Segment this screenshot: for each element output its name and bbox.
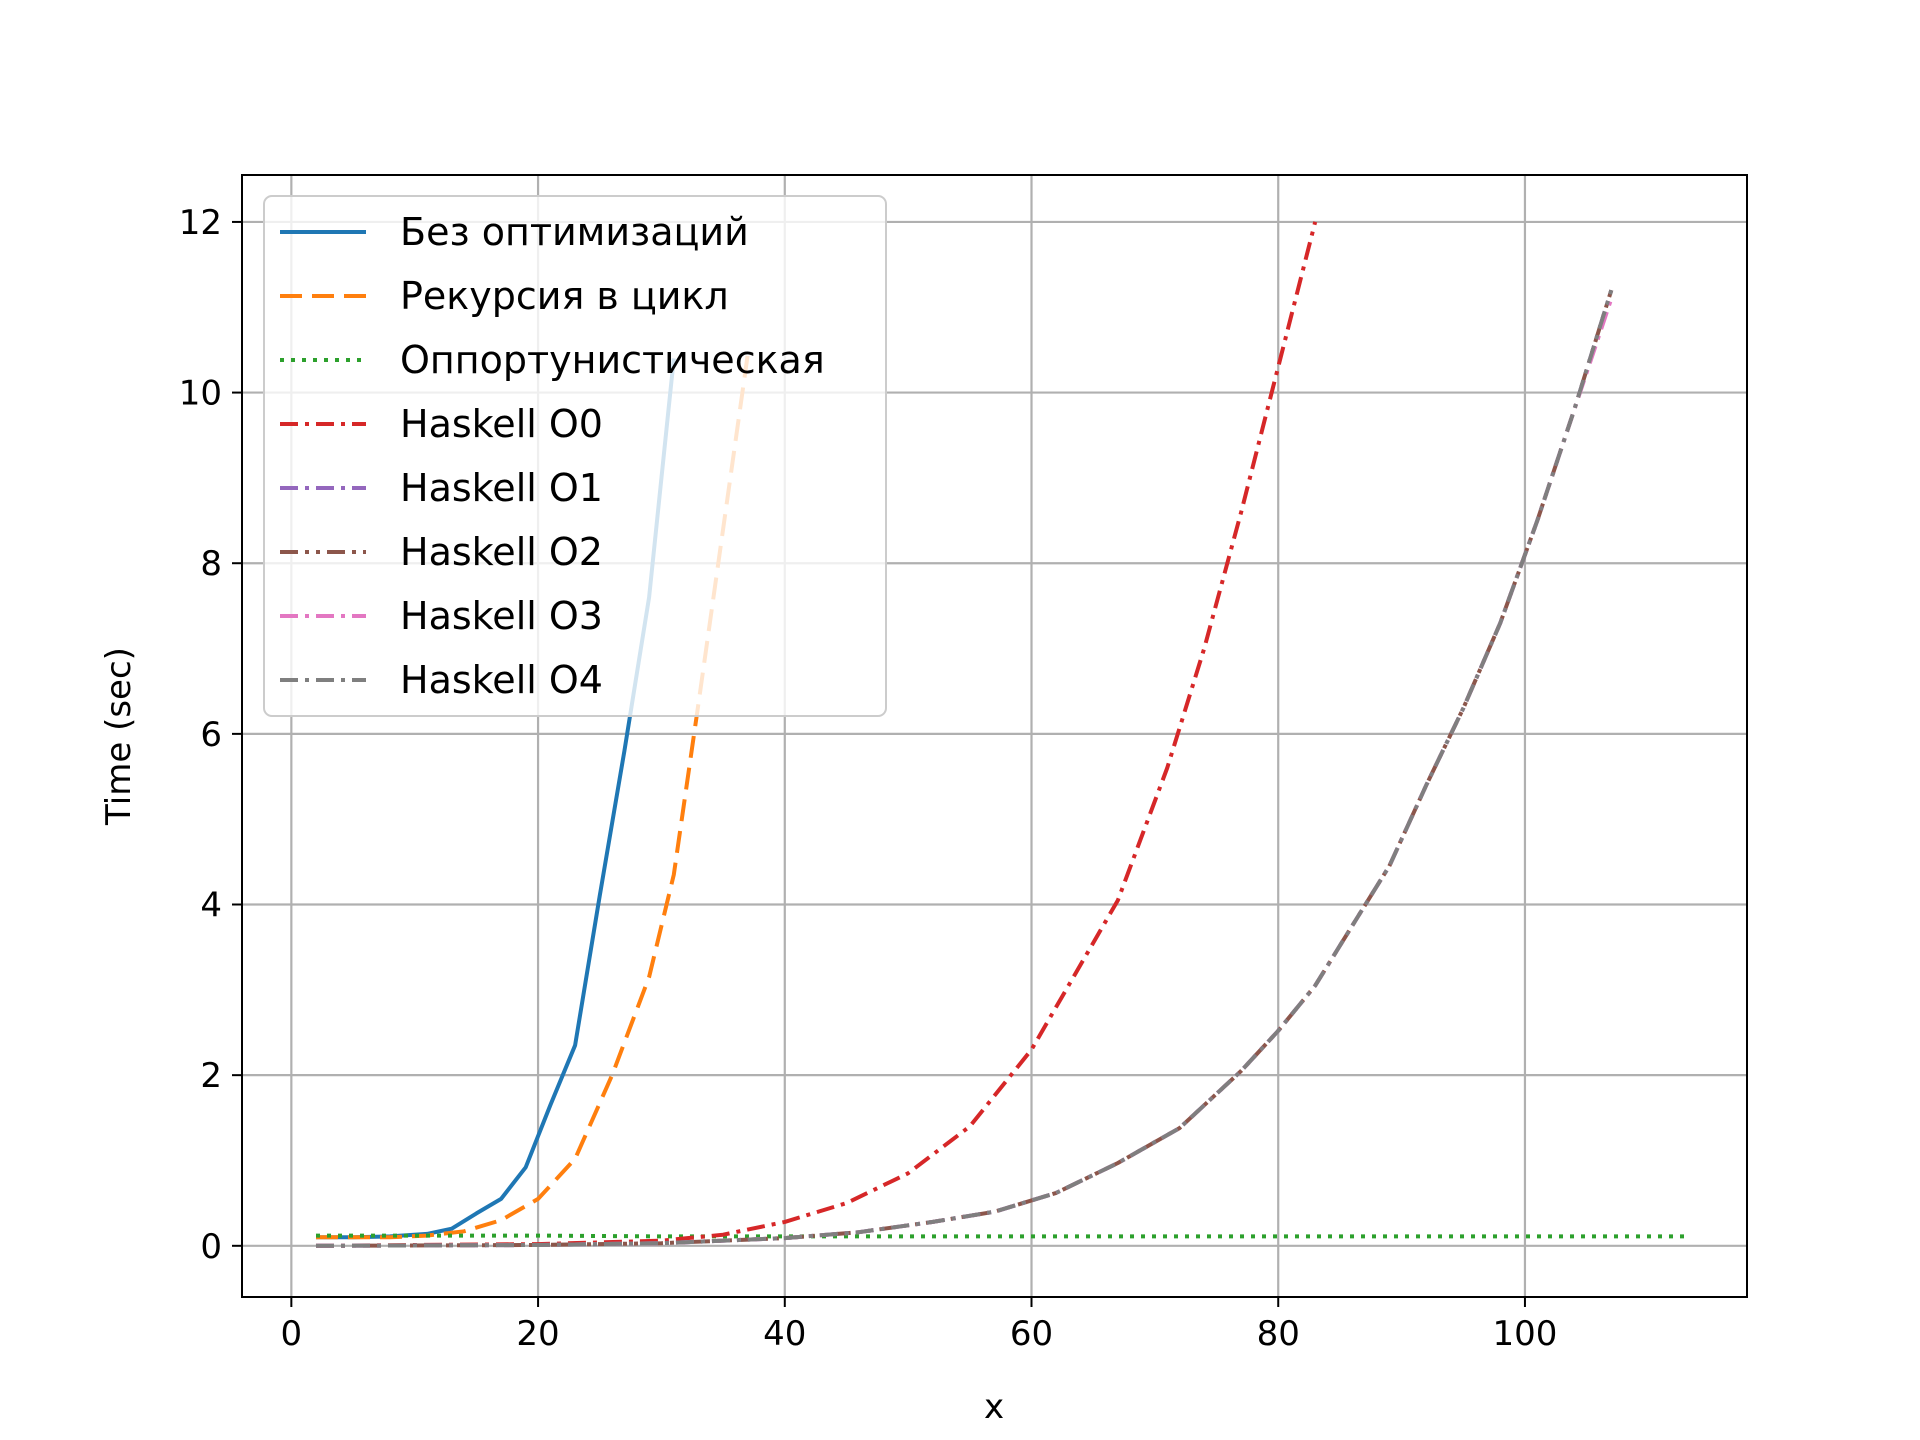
legend-label: Рекурсия в цикл	[400, 274, 729, 318]
legend-label: Без оптимизаций	[400, 210, 749, 254]
x-axis-ticks: 0 20 40 60 80 100	[281, 1297, 1557, 1354]
x-tick-label: 80	[1257, 1314, 1300, 1354]
x-tick-label: 40	[763, 1314, 806, 1354]
legend: Без оптимизаций Рекурсия в цикл Оппортунис…	[263, 195, 887, 717]
y-tick-label: 6	[200, 715, 222, 755]
legend-box	[263, 195, 887, 717]
x-tick-label: 60	[1010, 1314, 1053, 1354]
series-line	[315, 289, 1614, 1248]
x-tick-label: 0	[281, 1314, 303, 1354]
y-tick-label: 4	[200, 886, 222, 926]
y-tick-label: 10	[179, 374, 222, 414]
y-tick-label: 12	[179, 203, 222, 243]
y-tick-label: 8	[200, 544, 222, 584]
x-axis-label: x	[984, 1387, 1004, 1427]
y-tick-label: 2	[200, 1056, 222, 1096]
y-axis-label: Time (sec)	[99, 647, 139, 826]
x-tick-label: 20	[516, 1314, 559, 1354]
series-line	[316, 1233, 1686, 1239]
y-tick-label: 0	[200, 1227, 222, 1267]
series-lines	[315, 221, 1686, 1248]
legend-label: Оппортунистическая	[400, 338, 825, 382]
series-line	[315, 289, 1614, 1248]
plot-frame	[241, 174, 1748, 1298]
legend-label: Haskell O0	[400, 402, 603, 446]
x-tick-label: 100	[1492, 1314, 1557, 1354]
legend-label: Haskell O1	[400, 466, 603, 510]
y-axis-ticks: 0 2 4 6 8 10 12	[179, 203, 242, 1267]
legend-label: Haskell O4	[400, 658, 603, 702]
legend-label: Haskell O3	[400, 594, 603, 638]
legend-label: Haskell O2	[400, 530, 603, 574]
